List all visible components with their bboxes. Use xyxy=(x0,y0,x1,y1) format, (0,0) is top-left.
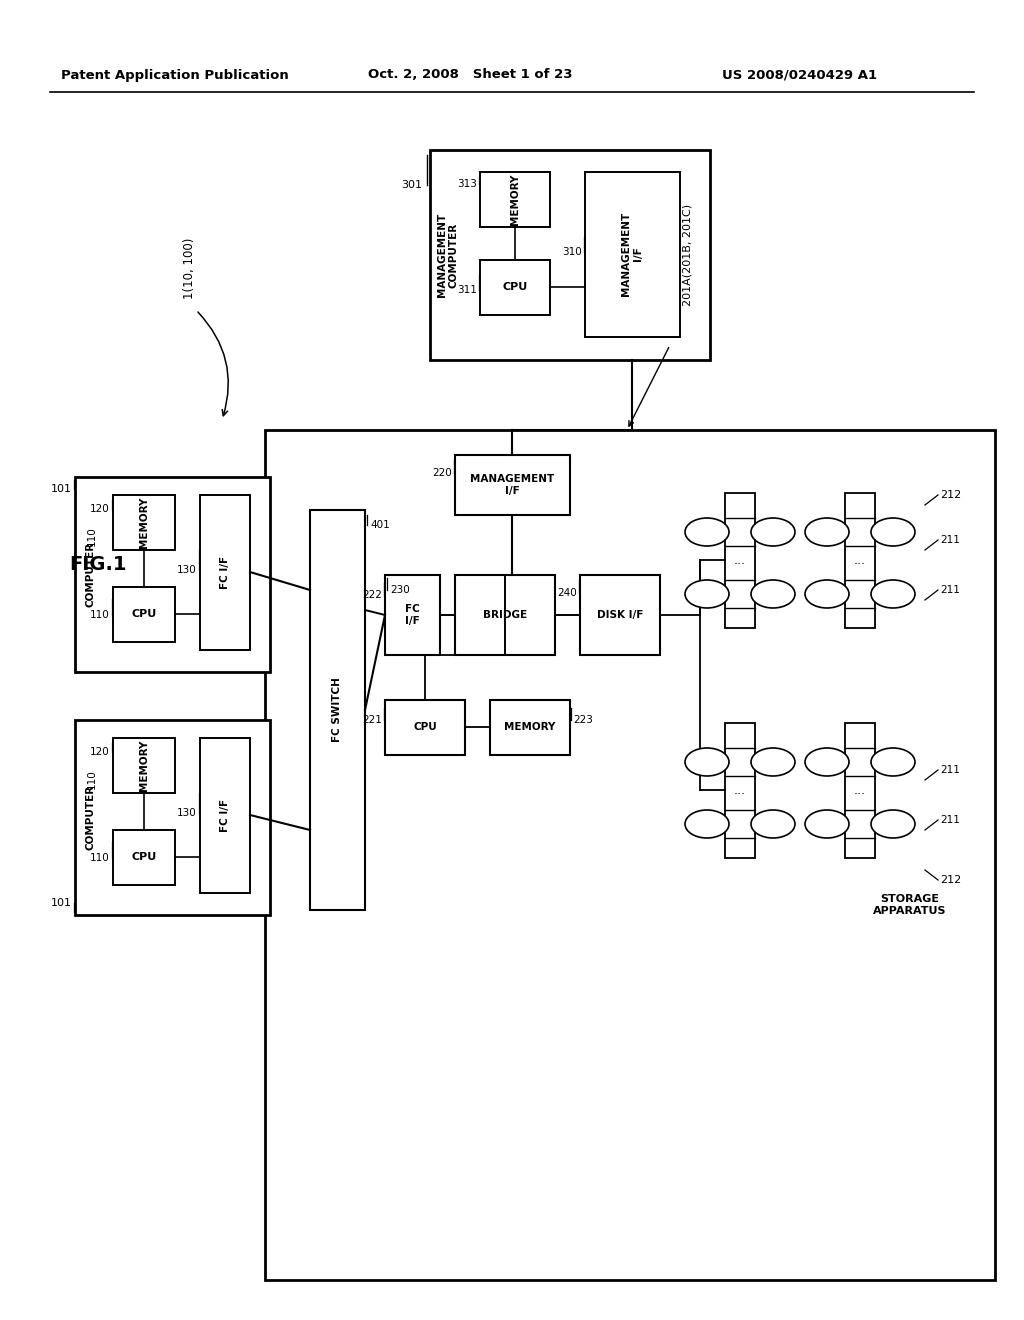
Text: CPU: CPU xyxy=(131,851,157,862)
Text: CPU: CPU xyxy=(413,722,437,733)
Text: 220: 220 xyxy=(432,469,452,478)
Ellipse shape xyxy=(751,748,795,776)
Bar xyxy=(200,738,250,894)
Text: ...: ... xyxy=(734,553,746,566)
Text: 110: 110 xyxy=(90,853,110,863)
Bar xyxy=(385,576,440,655)
Text: MEMORY: MEMORY xyxy=(139,496,150,548)
Text: 230: 230 xyxy=(390,585,410,595)
Bar xyxy=(845,723,874,858)
Text: 223: 223 xyxy=(573,715,593,725)
Text: 222: 222 xyxy=(362,590,382,601)
Text: CPU: CPU xyxy=(131,609,157,619)
Text: MEMORY: MEMORY xyxy=(510,173,520,224)
Text: COMPUTER: COMPUTER xyxy=(86,784,96,850)
Text: 211: 211 xyxy=(940,766,959,775)
Ellipse shape xyxy=(685,579,729,609)
Text: COMPUTER: COMPUTER xyxy=(86,541,96,607)
Text: 313: 313 xyxy=(457,180,477,189)
Ellipse shape xyxy=(685,810,729,838)
Text: MANAGEMENT
I/F: MANAGEMENT I/F xyxy=(470,474,554,496)
Text: US 2008/0240429 A1: US 2008/0240429 A1 xyxy=(723,69,878,82)
Bar xyxy=(200,495,250,649)
Text: 301: 301 xyxy=(401,180,422,190)
Text: 240: 240 xyxy=(557,587,577,598)
Text: MANAGEMENT
COMPUTER: MANAGEMENT COMPUTER xyxy=(437,213,459,297)
Text: 130: 130 xyxy=(177,565,197,576)
Text: MEMORY: MEMORY xyxy=(504,722,556,733)
Text: 101: 101 xyxy=(51,484,72,494)
Bar xyxy=(113,495,175,550)
Text: 211: 211 xyxy=(940,814,959,825)
Text: 120: 120 xyxy=(90,747,110,756)
Bar xyxy=(113,587,175,642)
Text: 311: 311 xyxy=(457,285,477,294)
FancyArrowPatch shape xyxy=(629,347,669,426)
Bar xyxy=(490,700,570,755)
Text: FC I/F: FC I/F xyxy=(220,556,230,589)
Text: 212: 212 xyxy=(940,875,962,884)
Bar xyxy=(480,260,550,315)
Text: 212: 212 xyxy=(940,490,962,500)
Bar xyxy=(455,576,555,655)
Text: FC
I/F: FC I/F xyxy=(404,605,420,626)
Bar xyxy=(310,510,365,909)
Bar xyxy=(75,477,270,672)
Ellipse shape xyxy=(871,517,915,546)
Bar xyxy=(75,719,270,915)
Text: FC SWITCH: FC SWITCH xyxy=(332,677,342,742)
Ellipse shape xyxy=(685,517,729,546)
Text: 211: 211 xyxy=(940,535,959,545)
Text: 110: 110 xyxy=(87,770,97,789)
Text: 401: 401 xyxy=(370,520,390,531)
Bar xyxy=(585,172,680,337)
Text: CPU: CPU xyxy=(503,282,527,292)
Ellipse shape xyxy=(805,810,849,838)
Ellipse shape xyxy=(751,517,795,546)
Bar xyxy=(430,150,710,360)
Bar xyxy=(113,830,175,884)
Text: ...: ... xyxy=(734,784,746,796)
Ellipse shape xyxy=(751,579,795,609)
Ellipse shape xyxy=(805,748,849,776)
Bar xyxy=(580,576,660,655)
Ellipse shape xyxy=(805,579,849,609)
Ellipse shape xyxy=(871,810,915,838)
Text: 120: 120 xyxy=(90,504,110,513)
Text: 201A(201B, 201C): 201A(201B, 201C) xyxy=(683,203,693,306)
Text: MANAGEMENT
I/F: MANAGEMENT I/F xyxy=(622,213,643,296)
Text: ...: ... xyxy=(854,553,866,566)
Ellipse shape xyxy=(871,579,915,609)
Bar xyxy=(480,172,550,227)
Bar xyxy=(385,700,465,755)
Text: 221: 221 xyxy=(362,715,382,725)
Text: FC I/F: FC I/F xyxy=(220,799,230,832)
Text: 110: 110 xyxy=(90,610,110,620)
Bar xyxy=(725,492,755,628)
Bar xyxy=(113,738,175,793)
Bar xyxy=(265,430,995,1280)
Text: MEMORY: MEMORY xyxy=(139,739,150,791)
Text: ...: ... xyxy=(854,784,866,796)
Text: 1(10, 100): 1(10, 100) xyxy=(183,238,196,298)
Ellipse shape xyxy=(751,810,795,838)
Ellipse shape xyxy=(805,517,849,546)
Ellipse shape xyxy=(871,748,915,776)
FancyArrowPatch shape xyxy=(198,312,228,416)
Text: STORAGE
APPARATUS: STORAGE APPARATUS xyxy=(873,894,947,916)
Bar xyxy=(725,723,755,858)
Text: Patent Application Publication: Patent Application Publication xyxy=(61,69,289,82)
Text: Oct. 2, 2008   Sheet 1 of 23: Oct. 2, 2008 Sheet 1 of 23 xyxy=(368,69,572,82)
Text: DISK I/F: DISK I/F xyxy=(597,610,643,620)
Text: 130: 130 xyxy=(177,808,197,818)
Text: FIG.1: FIG.1 xyxy=(70,556,127,574)
Text: BRIDGE: BRIDGE xyxy=(483,610,527,620)
Text: 101: 101 xyxy=(51,898,72,908)
Text: 110: 110 xyxy=(87,527,97,546)
Bar xyxy=(845,492,874,628)
Bar xyxy=(455,455,570,515)
Text: 211: 211 xyxy=(940,585,959,595)
Text: 310: 310 xyxy=(562,247,582,257)
Ellipse shape xyxy=(685,748,729,776)
